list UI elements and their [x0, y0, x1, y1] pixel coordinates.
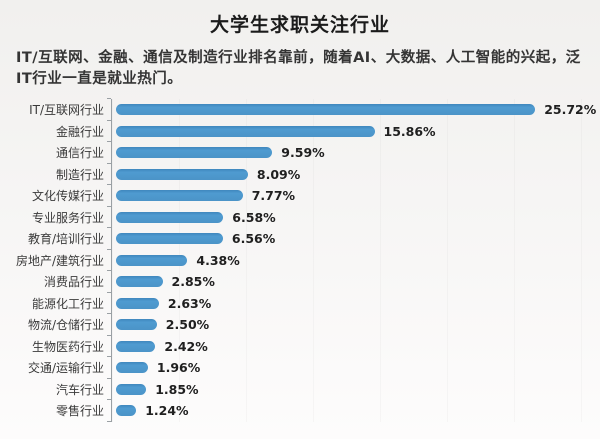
bar-track: 9.59% — [107, 141, 586, 164]
category-label: 制造行业 — [55, 167, 104, 182]
bar-row: 交通/运输行业 1.96% — [14, 356, 586, 379]
bar-row: 教育/培训行业 6.56% — [14, 227, 586, 250]
category-label: 房地产/建筑行业 — [15, 253, 104, 268]
bar-row: 消费品行业 2.85% — [14, 270, 586, 293]
value-label: 1.24% — [145, 403, 189, 419]
bar-row: 专业服务行业 6.58% — [14, 205, 586, 229]
bar — [116, 319, 157, 331]
bar — [116, 383, 147, 395]
bar-track: 1.96% — [107, 356, 586, 379]
bar — [116, 405, 137, 417]
value-label: 6.58% — [232, 209, 276, 225]
category-label: 文化传媒行业 — [31, 189, 104, 204]
value-label: 15.86% — [383, 123, 436, 139]
bar — [116, 168, 248, 180]
bar — [116, 340, 156, 352]
value-label: 8.09% — [256, 166, 301, 182]
bar-row: 零售行业 1.24% — [14, 399, 586, 422]
category-label: 教育/培训行业 — [27, 232, 104, 247]
bar — [116, 104, 536, 116]
bar — [116, 254, 188, 266]
value-label: 2.63% — [167, 295, 212, 311]
bar-row: 制造行业 8.09% — [14, 162, 586, 186]
bar — [116, 190, 243, 202]
bar-row: 能源化工行业 2.63% — [14, 291, 586, 315]
bar — [116, 233, 223, 245]
bar — [116, 362, 148, 374]
category-label: 专业服务行业 — [31, 210, 104, 225]
bar-track: 4.38% — [107, 248, 586, 272]
bar-track: 15.86% — [107, 119, 586, 143]
category-label: IT/互联网行业 — [29, 103, 104, 118]
bar-row: 通信行业 9.59% — [14, 141, 586, 164]
bar-track: 1.24% — [107, 399, 586, 422]
bar — [116, 297, 159, 309]
category-label: 消费品行业 — [43, 275, 104, 290]
value-label: 2.85% — [171, 274, 215, 290]
bar-track: 25.72% — [106, 98, 597, 121]
value-label: 2.50% — [165, 317, 210, 333]
bar-row: 汽车行业 1.85% — [14, 377, 586, 401]
value-label: 4.38% — [196, 252, 240, 268]
bar — [116, 211, 224, 223]
value-label: 7.77% — [251, 188, 296, 204]
bar-track: 8.09% — [107, 162, 586, 186]
category-label: 通信行业 — [55, 146, 104, 161]
bar-row: IT/互联网行业 25.72% — [14, 98, 597, 121]
value-label: 1.96% — [156, 360, 201, 376]
category-label: 物流/仓储行业 — [27, 318, 104, 333]
bar-track: 7.77% — [107, 184, 586, 207]
category-label: 能源化工行业 — [31, 296, 104, 311]
category-label: 交通/运输行业 — [27, 361, 104, 376]
value-label: 1.85% — [155, 381, 199, 397]
bar-track: 1.85% — [107, 377, 586, 401]
chart-subtitle: IT/互联网、金融、通信及制造行业排名靠前，随着AI、大数据、人工智能的兴起，泛… — [16, 50, 581, 88]
bar-row: 金融行业 15.86% — [14, 119, 586, 143]
bar-track: 2.63% — [107, 291, 586, 315]
bar — [116, 125, 375, 137]
bar-track: 2.50% — [107, 313, 586, 336]
bar — [116, 147, 273, 159]
value-label: 9.59% — [281, 145, 325, 161]
horizontal-bar-chart: IT/互联网行业 25.72% 金融行业 15.86% 通信行业 9.59% 制造行业 8.0… — [14, 98, 597, 422]
bar-track: 6.58% — [107, 205, 586, 229]
bar-track: 2.85% — [107, 270, 586, 293]
bar-row: 房地产/建筑行业 4.38% — [14, 248, 586, 272]
bar-row: 生物医药行业 2.42% — [14, 334, 586, 358]
bar-track: 6.56% — [107, 227, 586, 250]
value-label: 25.72% — [544, 102, 597, 118]
category-label: 零售行业 — [55, 404, 104, 419]
bar-track: 2.42% — [107, 334, 586, 358]
chart-title: 大学生求职关注行业 — [209, 14, 390, 36]
category-label: 汽车行业 — [55, 382, 104, 397]
category-label: 金融行业 — [55, 124, 104, 139]
bar-row: 物流/仓储行业 2.50% — [14, 313, 586, 336]
value-label: 6.56% — [231, 231, 276, 247]
value-label: 2.42% — [164, 338, 208, 354]
category-label: 生物医药行业 — [31, 339, 104, 354]
bar-rows: IT/互联网行业 25.72% 金融行业 15.86% 通信行业 9.59% 制造行业 8.0… — [14, 98, 597, 422]
bar-row: 文化传媒行业 7.77% — [14, 184, 586, 207]
bar — [116, 276, 163, 288]
